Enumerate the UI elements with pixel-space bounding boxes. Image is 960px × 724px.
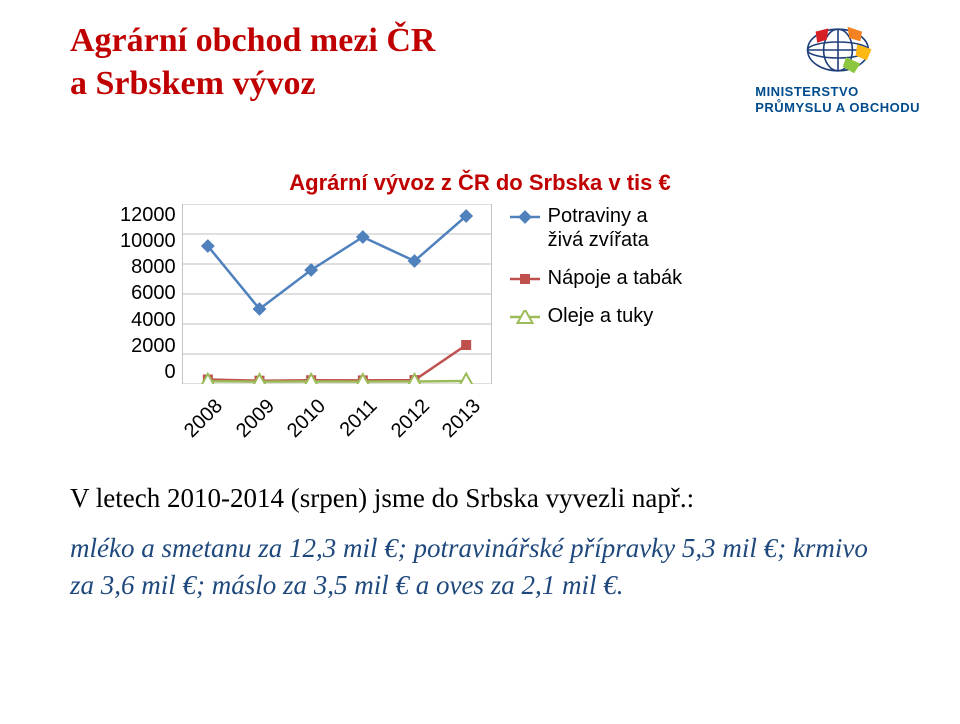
- chart-block: Agrární vývoz z ČR do Srbska v tis € 120…: [120, 170, 840, 389]
- legend-item: Potraviny a živá zvířata: [510, 204, 688, 252]
- y-tick-label: 12000: [120, 204, 176, 227]
- x-tick-label: 2009: [232, 395, 280, 443]
- y-tick-label: 10000: [120, 230, 176, 253]
- line-chart: [182, 204, 492, 384]
- body-text: V letech 2010-2014 (srpen) jsme do Srbsk…: [70, 480, 890, 603]
- legend-swatch: [510, 272, 540, 286]
- title-line2: a Srbskem vývoz: [70, 63, 435, 106]
- y-tick-label: 4000: [120, 309, 176, 332]
- y-tick-label: 8000: [120, 256, 176, 279]
- chart-legend: Potraviny a živá zvířata Nápoje a tabák Ol…: [510, 204, 688, 328]
- title-line1: Agrární obchod mezi ČR: [70, 20, 435, 63]
- y-tick-label: 2000: [120, 335, 176, 358]
- page-title: Agrární obchod mezi ČR a Srbskem vývoz: [70, 20, 435, 105]
- x-axis-labels: 200820092010201120122013: [182, 389, 492, 431]
- legend-label: Nápoje a tabák: [548, 266, 683, 290]
- x-tick-label: 2011: [336, 395, 383, 442]
- globe-icon: [798, 20, 878, 80]
- body-detail: mléko a smetanu za 12,3 mil €; potraviná…: [70, 530, 890, 603]
- y-tick-label: 6000: [120, 282, 176, 305]
- x-tick-label: 2010: [283, 395, 331, 443]
- body-lead: V letech 2010-2014 (srpen) jsme do Srbsk…: [70, 480, 890, 516]
- legend-swatch: [510, 310, 540, 324]
- legend-label: Potraviny a živá zvířata: [548, 204, 688, 252]
- y-axis-labels: 12000 10000 8000 6000 4000 2000 0: [120, 204, 182, 384]
- ministry-logo-block: MINISTERSTVO PRŮMYSLU A OBCHODU: [755, 20, 920, 115]
- ministry-text: MINISTERSTVO PRŮMYSLU A OBCHODU: [755, 84, 920, 115]
- legend-item: Nápoje a tabák: [510, 266, 688, 290]
- x-tick-label: 2012: [387, 395, 435, 443]
- legend-item: Oleje a tuky: [510, 304, 688, 328]
- ministry-line1: MINISTERSTVO: [755, 84, 920, 100]
- legend-label: Oleje a tuky: [548, 304, 654, 328]
- chart-title: Agrární vývoz z ČR do Srbska v tis €: [120, 170, 840, 196]
- x-tick-label: 2008: [180, 395, 228, 443]
- y-tick-label: 0: [120, 361, 176, 384]
- x-tick-label: 2013: [438, 395, 486, 443]
- legend-swatch: [510, 210, 540, 224]
- ministry-line2: PRŮMYSLU A OBCHODU: [755, 100, 920, 116]
